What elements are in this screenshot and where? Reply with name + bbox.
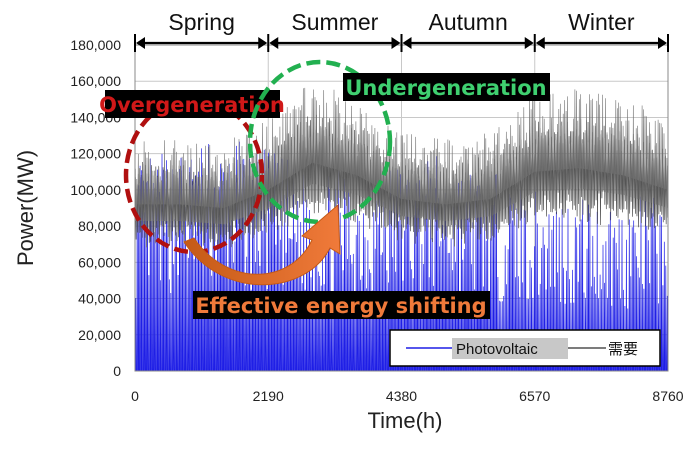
season-arrowhead-right	[258, 37, 268, 49]
y-tick-label: 40,000	[78, 291, 121, 307]
y-tick-label: 0	[113, 363, 121, 379]
legend-label-demand: 需要	[608, 341, 638, 358]
undergeneration-label: Undergeneration	[345, 76, 546, 100]
y-tick-label: 100,000	[70, 182, 121, 198]
x-tick-label: 6570	[519, 388, 550, 404]
undergeneration-ellipse	[247, 59, 393, 225]
energy-shift-label: Effective energy shifting	[195, 294, 486, 318]
x-tick-label: 8760	[652, 388, 683, 404]
season-bar: Spring Summer Autumn Winter	[134, 9, 669, 52]
x-tick-label: 4380	[386, 388, 417, 404]
legend-label-photovoltaic-bg	[452, 338, 568, 359]
season-label: Winter	[568, 9, 635, 35]
season-arrowhead-left	[402, 37, 412, 49]
undergeneration-label-bg	[343, 73, 550, 101]
y-tick-label: 120,000	[70, 146, 121, 162]
season-label: Spring	[168, 9, 234, 35]
season-arrowhead-right	[524, 37, 534, 49]
y-tick-label: 180,000	[70, 37, 121, 53]
x-axis: 0 2190 4380 6570 8760	[131, 388, 684, 404]
y-axis-title: Power(MW)	[13, 150, 38, 266]
season-label: Autumn	[428, 9, 507, 35]
x-axis-title: Time(h)	[368, 408, 443, 433]
season-arrowhead-left	[136, 37, 145, 49]
y-tick-label: 80,000	[78, 218, 121, 234]
legend-label-photovoltaic: Photovoltaic	[456, 341, 538, 358]
legend: Photovoltaic 需要	[389, 329, 661, 367]
season-arrowhead-right	[658, 37, 667, 49]
season-label: Summer	[291, 9, 378, 35]
season-arrowhead-left	[269, 37, 279, 49]
y-axis: 0 20,000 40,000 60,000 80,000 100,000 120,000 1…	[70, 37, 121, 379]
energy-shift-label-bg	[193, 291, 490, 319]
x-tick-label: 2190	[253, 388, 284, 404]
y-tick-label: 160,000	[70, 73, 121, 89]
energy-shift-arrow	[183, 203, 341, 286]
season-arrowhead-left	[535, 37, 545, 49]
y-tick-label: 20,000	[78, 327, 121, 343]
season-arrowhead-right	[391, 37, 401, 49]
y-tick-label: 60,000	[78, 254, 121, 270]
x-tick-label: 0	[131, 388, 139, 404]
overgeneration-label-bg	[105, 90, 280, 118]
